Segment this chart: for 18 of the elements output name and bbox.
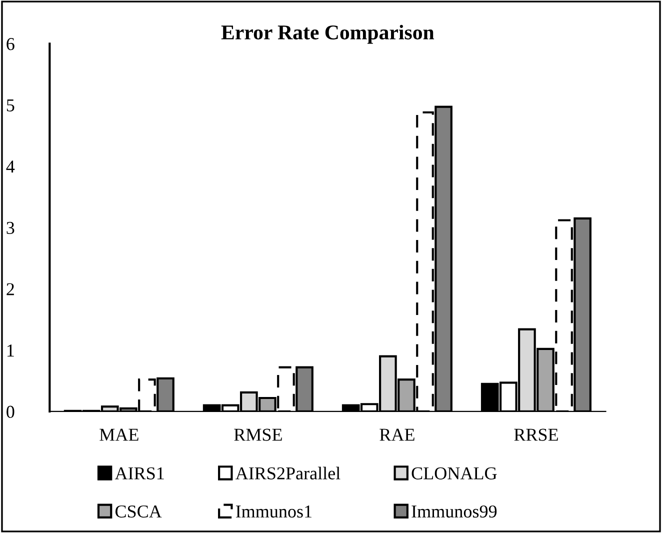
legend-label: Immunos1	[236, 506, 312, 518]
y-tick-label: 4	[6, 160, 15, 173]
y-tick-label: 1	[7, 344, 14, 356]
x-tick-label: RAE	[380, 428, 414, 441]
legend-label: Immunos99	[412, 505, 497, 518]
chart-title: Error Rate Comparison	[221, 24, 434, 44]
y-tick-label: 0	[6, 406, 14, 418]
y-tick-label: 3	[6, 222, 14, 234]
y-tick-label: 2	[6, 283, 14, 296]
y-tick-label: 6	[6, 38, 14, 50]
legend-label: CSCA	[115, 505, 162, 518]
y-tick-label: 5	[6, 99, 14, 112]
legend-label: AIRS2Parallel	[235, 466, 340, 480]
x-tick-label: MAE	[100, 428, 138, 441]
legend-label: CLONALG	[412, 467, 497, 480]
x-tick-label: RRSE	[514, 428, 558, 441]
x-tick-label: RMSE	[234, 428, 282, 441]
legend-label: AIRS1	[114, 467, 164, 480]
